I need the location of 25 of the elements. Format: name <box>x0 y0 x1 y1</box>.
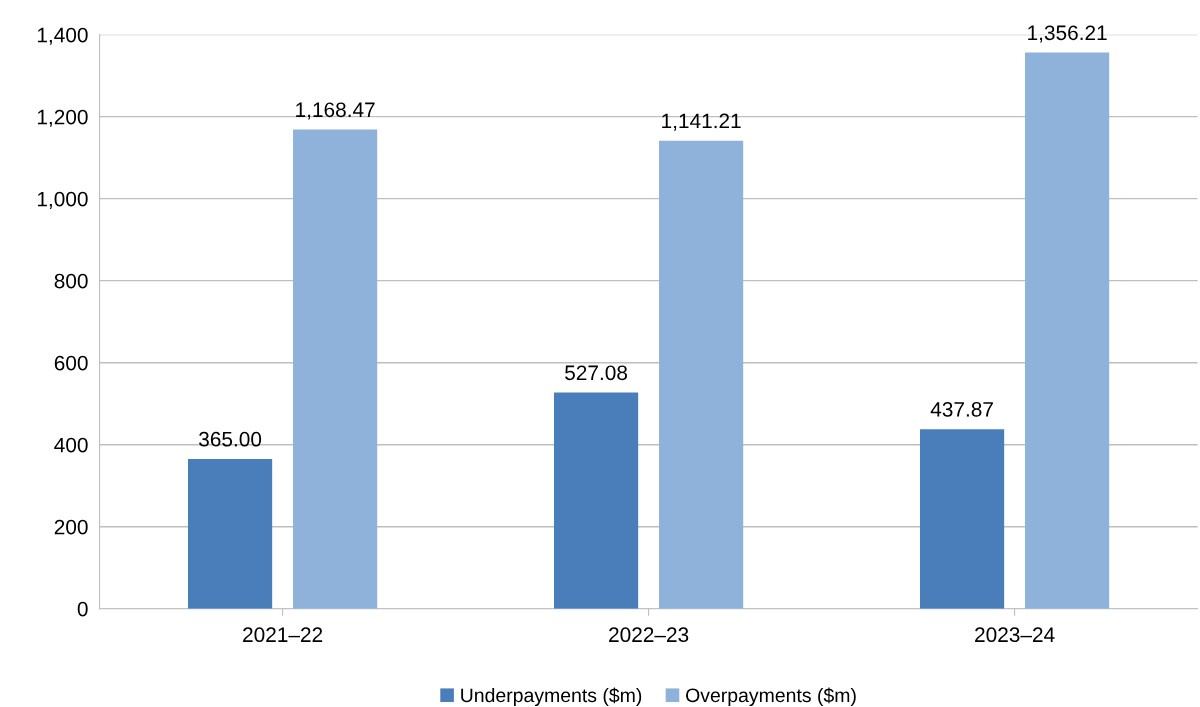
bar <box>659 140 744 609</box>
bar <box>187 459 273 609</box>
y-tick-label: 0 <box>77 601 88 617</box>
data-label: 1,168.47 <box>296 102 375 120</box>
y-tick-label: 1,000 <box>37 191 88 209</box>
y-tick-label: 1,400 <box>37 27 88 45</box>
data-label: 365.00 <box>199 431 262 447</box>
y-tick-label: 1,200 <box>37 109 88 127</box>
data-label: 527.08 <box>565 365 628 381</box>
x-tick-label: 2021–22 <box>243 627 323 643</box>
bar <box>293 129 378 609</box>
data-label: 1,141.21 <box>662 113 741 131</box>
data-label: 437.87 <box>930 401 993 417</box>
bar <box>1025 52 1110 609</box>
y-tick-label: 600 <box>54 355 88 371</box>
bar <box>919 429 1005 609</box>
bar <box>553 392 639 609</box>
legend-label: Overpayments ($m) <box>686 687 856 707</box>
x-tick-label: 2023–24 <box>975 627 1055 643</box>
x-tick-label: 2022–23 <box>609 627 689 643</box>
y-tick-label: 400 <box>54 437 88 453</box>
data-label: 1,356.21 <box>1028 25 1107 43</box>
legend-label: Underpayments ($m) <box>461 687 642 707</box>
y-tick-label: 200 <box>54 519 88 535</box>
y-tick-label: 800 <box>54 273 88 289</box>
